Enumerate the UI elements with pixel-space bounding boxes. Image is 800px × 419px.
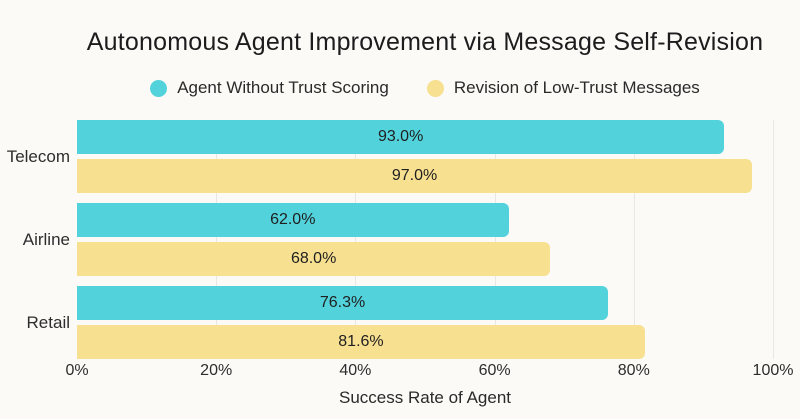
bar-airline-series-1: 68.0% (77, 242, 551, 276)
x-tick-label: 40% (339, 362, 372, 379)
bar-telecom-series-0: 93.0% (77, 120, 725, 154)
gridline (355, 120, 357, 359)
bar-airline-series-0: 62.0% (77, 203, 509, 237)
bar-value-label: 76.3% (319, 294, 366, 311)
chart-title: Autonomous Agent Improvement via Message… (86, 28, 764, 56)
bar-value-label: 68.0% (290, 250, 337, 267)
bar-retail-series-1: 81.6% (77, 325, 645, 359)
x-axis-title: Success Rate of Agent (339, 388, 511, 407)
legend: Agent Without Trust Scoring Revision of … (50, 78, 800, 98)
bar-value-label: 81.6% (338, 333, 384, 350)
gridline (216, 120, 218, 359)
category-label-retail: Retail (26, 312, 70, 332)
bar-value-label: 62.0% (270, 211, 316, 228)
legend-label: Revision of Low-Trust Messages (453, 78, 700, 97)
yellow-circle-icon (426, 79, 444, 97)
plot-area: 93.0% 97.0% 62.0% 68.0% 76.3% 81.6% (77, 120, 774, 359)
bar-value-label: 93.0% (377, 128, 424, 145)
bar-value-label: 97.0% (391, 167, 438, 184)
legend-label: Agent Without Trust Scoring (177, 78, 389, 97)
category-label-airline: Airline (22, 229, 70, 249)
teal-circle-icon (150, 79, 168, 97)
x-tick-label: 80% (617, 362, 650, 379)
x-tick-label: 20% (200, 362, 233, 379)
x-tick-label: 60% (478, 362, 511, 379)
x-tick-label: 0% (65, 362, 89, 379)
gridline (494, 120, 496, 359)
legend-item-without-trust-scoring: Agent Without Trust Scoring (150, 78, 389, 98)
legend-item-revision-low-trust: Revision of Low-Trust Messages (426, 78, 700, 98)
gridline (773, 120, 774, 359)
gridline (633, 120, 635, 359)
x-axis-tick-labels: 0% 20% 40% 60% 80% 100% (65, 362, 793, 382)
category-label-telecom: Telecom (6, 146, 70, 166)
bar-retail-series-0: 76.3% (77, 286, 609, 320)
y-axis-category-labels: Telecom Airline Retail (0, 120, 70, 359)
bar-telecom-series-1: 97.0% (77, 159, 753, 193)
x-tick-label: 100% (752, 362, 794, 379)
